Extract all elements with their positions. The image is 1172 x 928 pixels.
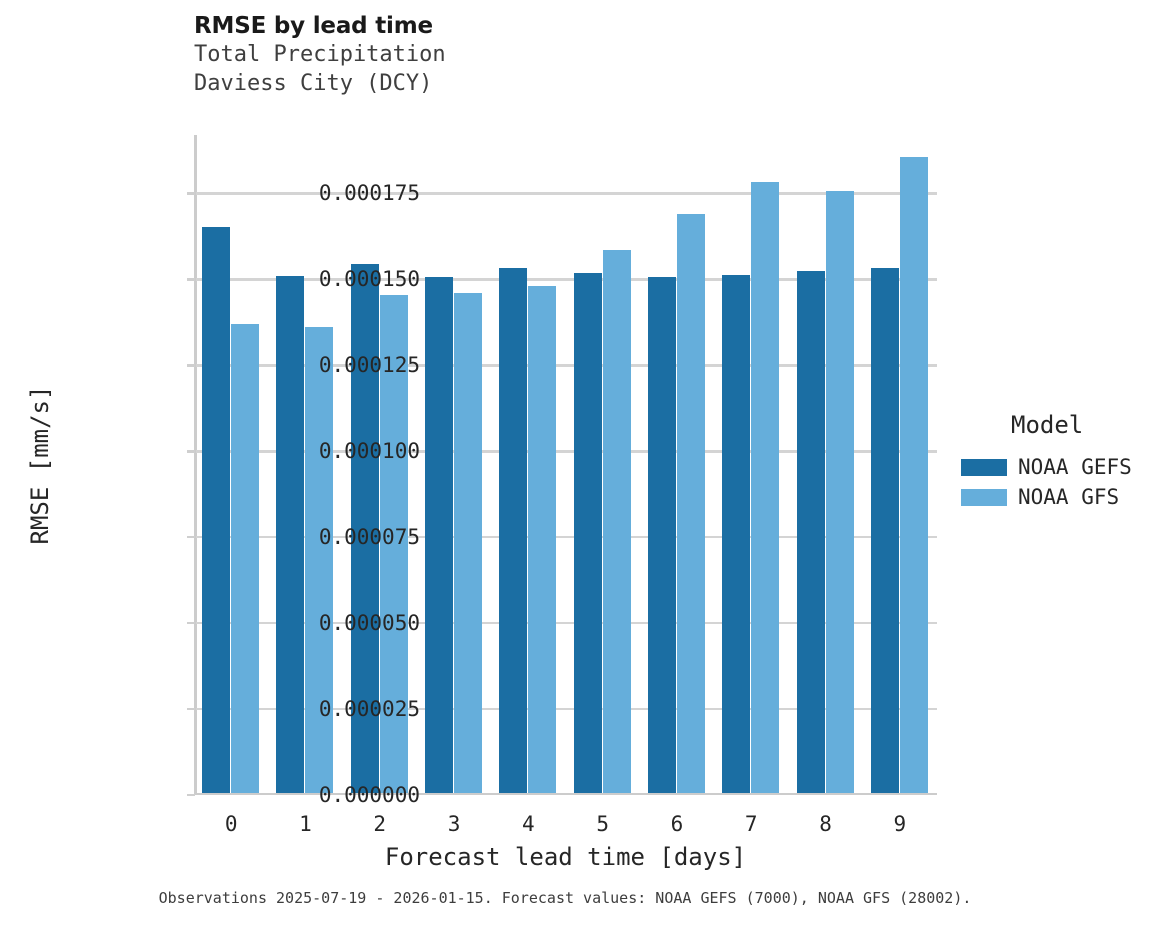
legend-item-noaa-gfs[interactable]: NOAA GFS	[961, 482, 1132, 512]
bar[interactable]	[425, 276, 454, 793]
bar[interactable]	[573, 272, 602, 793]
x-tick-label: 1	[299, 812, 312, 836]
x-tick-label: 5	[596, 812, 609, 836]
x-tick-label: 0	[224, 812, 238, 836]
bar[interactable]	[454, 292, 483, 793]
bar[interactable]	[276, 275, 305, 793]
y-axis-tick	[187, 278, 195, 281]
y-tick-label: 0.000175	[318, 181, 420, 206]
legend: Model NOAA GEFS NOAA GFS	[961, 411, 1132, 512]
bar[interactable]	[379, 294, 408, 793]
y-axis-tick	[187, 364, 195, 367]
bar[interactable]	[870, 267, 899, 793]
y-tick-label: 0.000025	[318, 697, 420, 722]
legend-swatch-icon	[961, 458, 1007, 476]
bar[interactable]	[796, 270, 825, 793]
bar[interactable]	[305, 327, 334, 793]
gridline	[196, 364, 937, 367]
chart-subtitle-location: Daviess City (DCY)	[194, 71, 433, 96]
gridline	[196, 192, 937, 195]
bar[interactable]	[202, 226, 231, 793]
x-tick-label: 8	[819, 812, 832, 836]
y-tick-label: 0.000075	[318, 525, 420, 550]
y-axis-title: RMSE [mm/s]	[26, 385, 54, 545]
y-axis-tick	[187, 621, 195, 625]
y-tick-label: 0.000150	[318, 267, 420, 292]
gridline	[196, 535, 937, 539]
figure-caption: Observations 2025-07-19 - 2026-01-15. Fo…	[158, 889, 972, 907]
x-tick-label: 9	[893, 812, 907, 836]
y-axis-tick	[187, 793, 195, 797]
y-axis-tick	[187, 707, 195, 711]
title-block: RMSE by lead time Total Precipitation Da…	[194, 12, 446, 98]
gridline	[196, 278, 937, 281]
bar[interactable]	[825, 191, 854, 793]
bar[interactable]	[899, 157, 928, 793]
bar[interactable]	[350, 263, 379, 793]
y-tick-label: 0.000100	[318, 439, 420, 464]
y-tick-label: 0.000050	[318, 611, 420, 636]
bar[interactable]	[647, 276, 676, 793]
y-axis-tick	[187, 450, 195, 453]
gridline	[196, 621, 937, 625]
y-tick-label: 0.000000	[318, 783, 420, 807]
bar[interactable]	[751, 182, 780, 793]
bar[interactable]	[676, 213, 705, 793]
gridline	[196, 707, 937, 711]
x-tick-label: 7	[744, 812, 758, 836]
y-axis-tick	[187, 535, 195, 539]
bar[interactable]	[602, 249, 631, 793]
bar[interactable]	[499, 267, 528, 793]
chart-subtitle-variable: Total Precipitation	[194, 42, 446, 67]
legend-title: Model	[1011, 411, 1084, 439]
chart-title: RMSE by lead time	[194, 13, 433, 39]
legend-label: NOAA GEFS	[1018, 455, 1132, 479]
legend-swatch-icon	[961, 488, 1007, 506]
bar[interactable]	[722, 274, 751, 793]
y-tick-label: 0.000125	[318, 353, 420, 378]
x-tick-label: 2	[373, 812, 387, 836]
legend-entries: NOAA GEFS NOAA GFS	[961, 452, 1132, 512]
legend-item-noaa-gefs[interactable]: NOAA GEFS	[961, 452, 1132, 482]
plot-area: 0 1 2 3 4 5 6 7 8 9	[187, 135, 937, 836]
x-axis-title: Forecast lead time [days]	[384, 843, 747, 871]
bar[interactable]	[528, 285, 557, 793]
x-tick-label: 3	[447, 812, 461, 836]
y-axis-line	[194, 135, 197, 795]
x-tick-label: 4	[522, 812, 535, 836]
gridline	[196, 450, 937, 453]
x-axis-line	[194, 792, 937, 795]
x-tick-label: 6	[670, 812, 684, 836]
y-axis-tick	[187, 192, 195, 195]
bar[interactable]	[231, 324, 260, 793]
legend-label: NOAA GFS	[1018, 485, 1120, 509]
